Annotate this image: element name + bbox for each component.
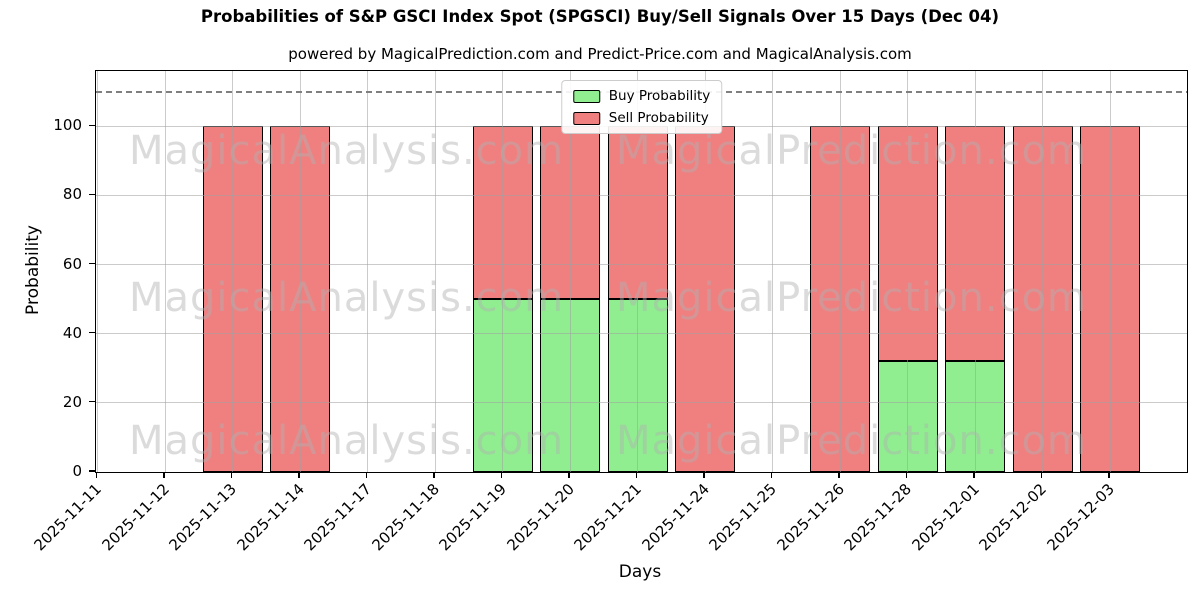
y-tick-label-20: 20 bbox=[62, 392, 82, 411]
x-tick-label-2025-11-14: 2025-11-14 bbox=[233, 480, 308, 555]
grid-vline-2025-11-13 bbox=[232, 71, 233, 472]
grid-vline-2025-11-11 bbox=[97, 71, 98, 472]
watermark-left-row2: MagicalAnalysis.com bbox=[129, 275, 565, 321]
x-tick-2025-11-24 bbox=[703, 472, 705, 478]
watermark-left-row1: MagicalAnalysis.com bbox=[129, 128, 565, 174]
grid-vline-2025-11-14 bbox=[299, 71, 301, 472]
grid-hline-40 bbox=[96, 333, 1187, 335]
grid-vline-2025-12-02 bbox=[1042, 71, 1043, 472]
x-tick-label-2025-11-28: 2025-11-28 bbox=[840, 480, 916, 555]
y-axis: 0 20 40 60 80 100 bbox=[0, 70, 95, 480]
grid-hline-60 bbox=[96, 264, 1187, 266]
x-tick-label-2025-11-21: 2025-11-21 bbox=[570, 480, 646, 555]
x-tick-2025-12-02 bbox=[1040, 472, 1043, 478]
legend: Buy Probability Sell Probability bbox=[560, 80, 723, 134]
x-tick-2025-11-25 bbox=[770, 472, 773, 478]
x-tick-2025-11-19 bbox=[500, 472, 503, 478]
y-tick-label-80: 80 bbox=[62, 185, 82, 204]
x-tick-label-2025-11-20: 2025-11-20 bbox=[503, 480, 578, 555]
x-tick-label-2025-11-12: 2025-11-12 bbox=[98, 480, 173, 555]
grid-vline-2025-11-19 bbox=[502, 71, 503, 472]
x-axis-label: Days bbox=[618, 562, 662, 582]
watermark-left-row3: MagicalAnalysis.com bbox=[129, 418, 565, 464]
x-tick-label-2025-11-17: 2025-11-17 bbox=[300, 480, 376, 555]
x-tick-label-2025-12-03: 2025-12-03 bbox=[1043, 480, 1118, 555]
x-tick-2025-11-14 bbox=[298, 472, 300, 478]
watermark-right-row2: MagicalPrediction.com bbox=[616, 275, 1087, 321]
grid-vline-2025-11-26 bbox=[839, 71, 841, 472]
grid-hline-80 bbox=[96, 194, 1187, 196]
grid-vline-2025-11-21 bbox=[637, 71, 638, 472]
chart-title: Probabilities of S&P GSCI Index Spot (SP… bbox=[200, 7, 1000, 26]
x-tick-2025-11-11 bbox=[95, 472, 98, 478]
x-tick-label-2025-11-11: 2025-11-11 bbox=[30, 480, 106, 555]
watermark-right-row1: MagicalPrediction.com bbox=[616, 128, 1087, 174]
x-tick-2025-11-17 bbox=[365, 472, 368, 478]
y-tick-20 bbox=[89, 401, 95, 403]
y-tick-label-60: 60 bbox=[62, 254, 82, 273]
y-tick-40 bbox=[89, 332, 95, 334]
grid-vline-2025-12-01 bbox=[974, 71, 976, 472]
x-tick-label-2025-11-24: 2025-11-24 bbox=[638, 480, 713, 555]
x-tick-2025-11-13 bbox=[230, 472, 233, 478]
legend-swatch-sell bbox=[572, 111, 600, 125]
grid-vline-2025-11-17 bbox=[367, 71, 368, 472]
y-tick-label-40: 40 bbox=[62, 323, 82, 342]
x-tick-2025-11-28 bbox=[905, 472, 908, 478]
grid-vline-2025-11-12 bbox=[164, 71, 166, 472]
legend-swatch-buy bbox=[572, 89, 600, 103]
x-tick-2025-11-26 bbox=[838, 472, 840, 478]
y-tick-label-0: 0 bbox=[72, 462, 82, 480]
grid-vline-2025-11-20 bbox=[569, 71, 571, 472]
grid-vline-2025-12-03 bbox=[1109, 71, 1111, 472]
y-tick-60 bbox=[89, 262, 95, 265]
x-tick-label-2025-11-19: 2025-11-19 bbox=[435, 480, 511, 555]
x-tick-2025-11-12 bbox=[163, 472, 165, 478]
x-tick-label-2025-11-13: 2025-11-13 bbox=[165, 480, 241, 555]
grid-vline-2025-11-18 bbox=[434, 71, 436, 472]
x-tick-2025-12-03 bbox=[1108, 472, 1110, 478]
legend-item-buy: Buy Probability bbox=[572, 88, 711, 104]
y-tick-0 bbox=[89, 470, 95, 472]
legend-label-buy: Buy Probability bbox=[608, 88, 711, 104]
plot-area: Buy Probability Sell Probability Magical… bbox=[95, 70, 1188, 473]
legend-item-sell: Sell Probability bbox=[572, 110, 710, 126]
x-tick-2025-12-01 bbox=[973, 472, 975, 478]
grid-vline-2025-11-25 bbox=[772, 71, 773, 472]
legend-label-sell: Sell Probability bbox=[608, 110, 709, 126]
chart-subtitle: powered by MagicalPrediction.com and Pre… bbox=[288, 45, 912, 63]
y-tick-80 bbox=[89, 193, 95, 196]
grid-vline-2025-11-28 bbox=[907, 71, 908, 472]
x-tick-label-2025-11-26: 2025-11-26 bbox=[773, 480, 848, 555]
x-tick-2025-11-20 bbox=[568, 472, 570, 478]
x-axis: 2025-11-11 2025-11-12 2025-11-13 2025-11-14… bbox=[31, 471, 1186, 581]
grid-vline-2025-11-24 bbox=[704, 71, 706, 472]
x-tick-label-2025-11-18: 2025-11-18 bbox=[368, 480, 443, 555]
y-tick-100 bbox=[89, 124, 95, 126]
grid-hline-20 bbox=[96, 402, 1187, 404]
x-tick-label-2025-12-02: 2025-12-02 bbox=[975, 480, 1051, 555]
y-tick-label-100: 100 bbox=[53, 116, 82, 135]
x-tick-label-2025-11-25: 2025-11-25 bbox=[705, 480, 781, 555]
x-tick-label-2025-12-01: 2025-12-01 bbox=[908, 480, 983, 555]
x-tick-2025-11-21 bbox=[635, 472, 638, 478]
x-tick-2025-11-18 bbox=[433, 472, 435, 478]
watermark-right-row3: MagicalPrediction.com bbox=[616, 418, 1087, 464]
